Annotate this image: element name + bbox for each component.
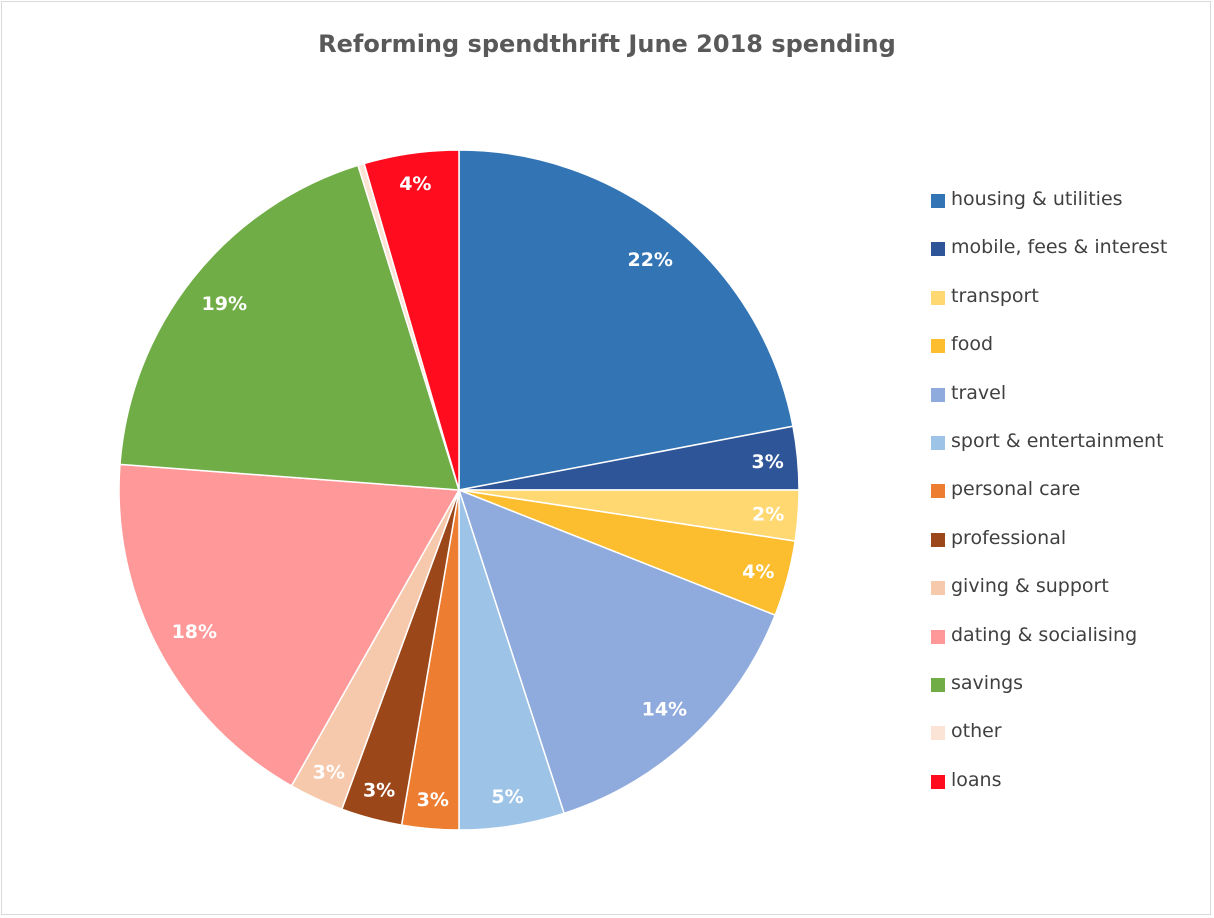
data-label: 2% bbox=[752, 503, 784, 525]
legend-swatch bbox=[931, 290, 945, 305]
legend-swatch bbox=[931, 435, 945, 450]
legend-label: travel bbox=[951, 381, 1007, 404]
legend-swatch bbox=[931, 677, 945, 692]
data-label: 3% bbox=[751, 451, 783, 473]
legend-swatch bbox=[931, 387, 945, 402]
legend-swatch bbox=[931, 581, 945, 596]
legend-label: giving & support bbox=[951, 575, 1109, 598]
legend-label: food bbox=[951, 333, 993, 356]
legend-label: sport & entertainment bbox=[951, 429, 1164, 452]
legend-label: professional bbox=[951, 526, 1067, 549]
data-label: 3% bbox=[363, 780, 395, 802]
legend-label: other bbox=[951, 720, 1002, 743]
pie-slice-dating-socialising bbox=[118, 463, 461, 787]
chart-title: Reforming spendthrift June 2018 spending bbox=[318, 30, 896, 58]
legend-label: transport bbox=[951, 284, 1039, 307]
data-label: 4% bbox=[742, 561, 774, 583]
data-label: 18% bbox=[172, 621, 217, 643]
legend-swatch bbox=[931, 242, 945, 257]
legend-swatch bbox=[931, 339, 945, 354]
legend-label: mobile, fees & interest bbox=[951, 236, 1168, 259]
pie-slice-loans bbox=[363, 149, 460, 491]
legend-swatch bbox=[931, 484, 945, 499]
legend-item: mobile, fees & interest bbox=[931, 236, 1167, 284]
legend-label: dating & socialising bbox=[951, 623, 1138, 646]
pie-slice-savings bbox=[119, 164, 461, 491]
legend-label: personal care bbox=[951, 478, 1081, 501]
legend-item: dating & socialising bbox=[931, 624, 1167, 672]
legend-item: food bbox=[931, 333, 1167, 381]
legend-swatch bbox=[931, 629, 945, 644]
legend-item: loans bbox=[931, 769, 1167, 817]
legend-swatch bbox=[931, 774, 945, 789]
legend-item: transport bbox=[931, 285, 1167, 333]
legend-item: personal care bbox=[931, 478, 1167, 526]
data-label: 5% bbox=[491, 786, 523, 808]
pie-slice-housing-utilities bbox=[458, 149, 794, 491]
legend-swatch bbox=[931, 532, 945, 547]
legend-item: housing & utilities bbox=[931, 188, 1167, 236]
legend: housing & utilities mobile, fees & intere… bbox=[931, 188, 1167, 817]
legend-item: savings bbox=[931, 672, 1167, 720]
legend-item: professional bbox=[931, 527, 1167, 575]
data-label: 4% bbox=[399, 173, 431, 195]
legend-swatch bbox=[931, 194, 945, 208]
legend-item: travel bbox=[931, 382, 1167, 430]
legend-label: housing & utilities bbox=[951, 188, 1123, 210]
data-label: 3% bbox=[313, 761, 345, 783]
data-label: 22% bbox=[627, 249, 672, 271]
data-label: 3% bbox=[417, 789, 449, 811]
legend-label: loans bbox=[951, 768, 1002, 791]
legend-item: other bbox=[931, 720, 1167, 768]
legend-swatch bbox=[931, 726, 945, 741]
legend-item: giving & support bbox=[931, 575, 1167, 623]
data-label: 19% bbox=[202, 293, 247, 315]
data-label: 14% bbox=[642, 699, 687, 721]
legend-item: sport & entertainment bbox=[931, 430, 1167, 478]
legend-label: savings bbox=[951, 671, 1024, 694]
